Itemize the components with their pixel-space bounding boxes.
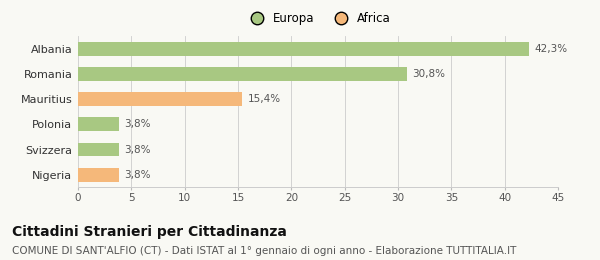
Text: Cittadini Stranieri per Cittadinanza: Cittadini Stranieri per Cittadinanza <box>12 225 287 239</box>
Bar <box>78 168 119 181</box>
Bar <box>78 42 529 56</box>
Text: 3,8%: 3,8% <box>124 119 151 129</box>
Bar <box>78 142 119 157</box>
Text: 42,3%: 42,3% <box>535 44 568 54</box>
Text: COMUNE DI SANT'ALFIO (CT) - Dati ISTAT al 1° gennaio di ogni anno - Elaborazione: COMUNE DI SANT'ALFIO (CT) - Dati ISTAT a… <box>12 246 517 256</box>
Legend: Europa, Africa: Europa, Africa <box>242 10 394 28</box>
Text: 15,4%: 15,4% <box>248 94 281 104</box>
Text: 30,8%: 30,8% <box>412 69 445 79</box>
Text: 3,8%: 3,8% <box>124 145 151 154</box>
Bar <box>78 67 407 81</box>
Bar <box>78 92 242 106</box>
Text: 3,8%: 3,8% <box>124 170 151 180</box>
Bar <box>78 118 119 131</box>
